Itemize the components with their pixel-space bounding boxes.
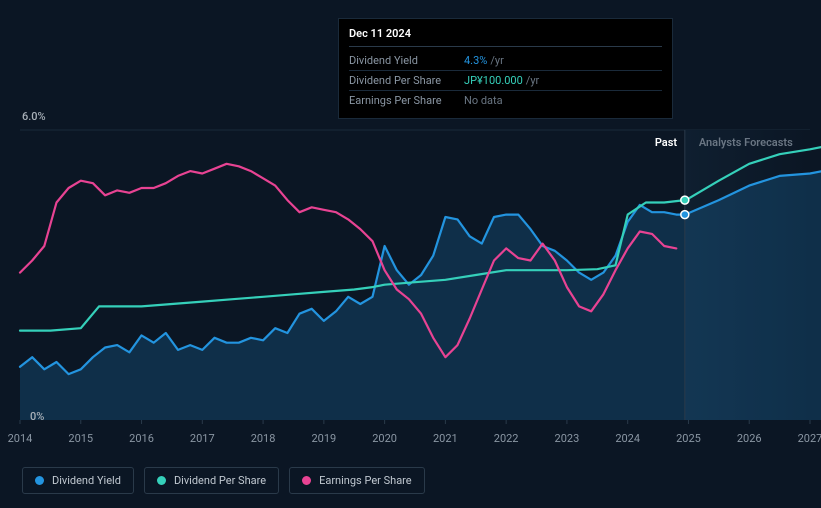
- x-axis-tick: 2014: [5, 432, 35, 445]
- tooltip-row-value: JP¥100.000: [464, 74, 523, 87]
- legend-label: Dividend Per Share: [174, 474, 266, 487]
- x-axis-tick: 2015: [66, 432, 96, 445]
- legend-item[interactable]: Dividend Yield: [22, 467, 134, 494]
- x-axis-tick: 2027: [795, 432, 821, 445]
- past-region-label: Past: [655, 136, 677, 149]
- tooltip-row-unit: /yr: [490, 54, 503, 67]
- x-axis-tick: 2025: [673, 432, 703, 445]
- x-axis-tick: 2020: [370, 432, 400, 445]
- chart-tooltip: Dec 11 2024 Dividend Yield4.3%/yrDividen…: [338, 18, 673, 119]
- x-axis-tick: 2022: [491, 432, 521, 445]
- x-axis-tick: 2019: [309, 432, 339, 445]
- tooltip-date: Dec 11 2024: [349, 27, 662, 47]
- x-axis-tick: 2026: [734, 432, 764, 445]
- x-axis-tick: 2017: [187, 432, 217, 445]
- legend-item[interactable]: Dividend Per Share: [144, 467, 279, 494]
- y-axis-label: 6.0%: [22, 110, 46, 123]
- legend-label: Earnings Per Share: [319, 474, 412, 487]
- tooltip-row: Dividend Per ShareJP¥100.000/yr: [349, 71, 662, 91]
- chart-legend: Dividend Yield Dividend Per Share Earnings…: [22, 467, 425, 494]
- tooltip-row-label: Earnings Per Share: [349, 94, 464, 107]
- chart-svg: [0, 110, 821, 450]
- tooltip-row-unit: /yr: [526, 74, 539, 87]
- y-axis-label: 0%: [30, 410, 44, 423]
- forecast-region-label: Analysts Forecasts: [699, 136, 793, 149]
- tooltip-row: Dividend Yield4.3%/yr: [349, 51, 662, 71]
- tooltip-row-label: Dividend Per Share: [349, 74, 464, 87]
- legend-label: Dividend Yield: [52, 474, 121, 487]
- dividend-chart[interactable]: 6.0% 0% Past Analysts Forecasts 2014 2015 20…: [0, 110, 821, 450]
- x-axis-tick: 2021: [430, 432, 460, 445]
- tooltip-row-value: 4.3%: [464, 54, 487, 67]
- tooltip-row-label: Dividend Yield: [349, 54, 464, 67]
- x-axis-tick: 2024: [613, 432, 643, 445]
- legend-swatch: [35, 476, 44, 485]
- legend-swatch: [302, 476, 311, 485]
- x-axis-tick: 2016: [127, 432, 157, 445]
- x-axis-tick: 2018: [248, 432, 278, 445]
- tooltip-row-value: No data: [464, 94, 503, 107]
- legend-swatch: [157, 476, 166, 485]
- legend-item[interactable]: Earnings Per Share: [289, 467, 425, 494]
- tooltip-row: Earnings Per ShareNo data: [349, 91, 662, 110]
- x-axis-tick: 2023: [552, 432, 582, 445]
